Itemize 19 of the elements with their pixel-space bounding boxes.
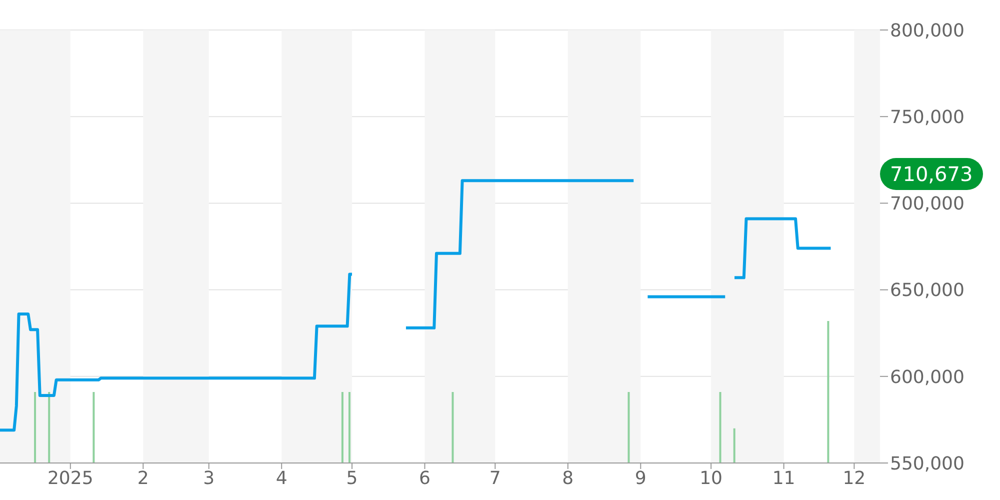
x-tick-label: 4 <box>276 468 288 489</box>
y-tick-label: 550,000 <box>890 453 964 474</box>
y-tick-label: 650,000 <box>890 280 964 302</box>
x-tick-label: 11 <box>772 468 796 489</box>
x-tick-label: 9 <box>634 468 646 489</box>
x-tick-label: 2025 <box>47 468 94 489</box>
x-tick-label: 6 <box>419 468 430 489</box>
x-tick-label: 12 <box>842 468 866 489</box>
x-tick-label: 10 <box>700 468 722 489</box>
x-tick-label: 2 <box>137 468 149 489</box>
x-tick-label: 7 <box>489 468 501 489</box>
x-tick-label: 5 <box>346 468 358 489</box>
y-tick-label: 600,000 <box>890 366 964 388</box>
x-tick-label: 3 <box>203 468 215 489</box>
text: 710,673 <box>880 158 983 190</box>
y-tick-label: 750,000 <box>890 106 964 128</box>
x-tick-label: 8 <box>562 468 574 489</box>
y-tick-label: 800,000 <box>890 20 964 42</box>
y-tick-label: 700,000 <box>890 194 964 215</box>
